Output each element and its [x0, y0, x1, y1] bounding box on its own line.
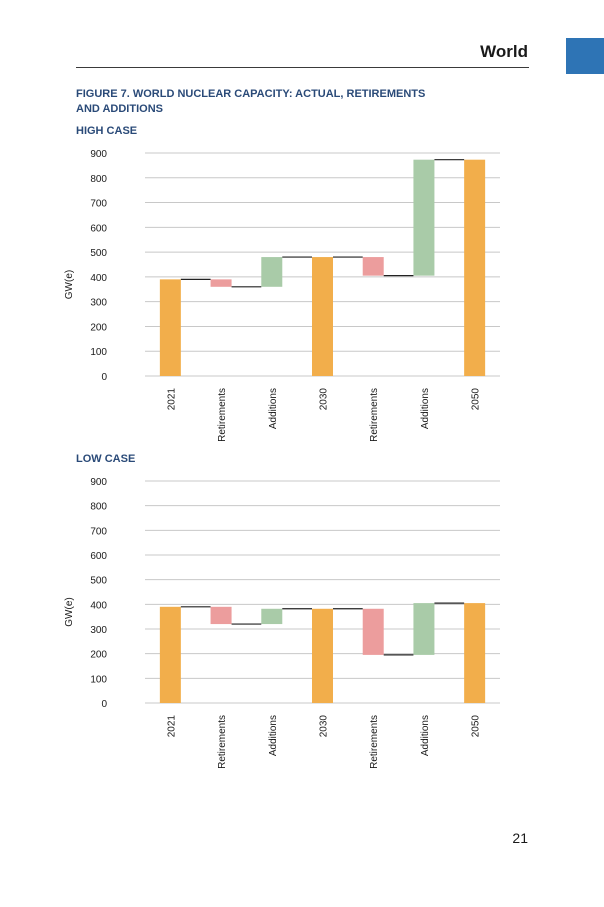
y-tick-label: 900 [90, 477, 107, 488]
y-axis-label: GW(e) [64, 597, 75, 626]
y-tick-label: 100 [90, 674, 107, 685]
x-tick-label: Retirements [369, 715, 380, 769]
y-tick-label: 300 [90, 625, 107, 636]
y-tick-label: 500 [90, 248, 107, 259]
y-tick-label: 600 [90, 551, 107, 562]
y-axis-label: GW(e) [64, 270, 75, 299]
y-tick-label: 100 [90, 347, 107, 358]
bar-retirements [362, 257, 384, 276]
bar-retirements [210, 606, 232, 625]
x-tick-label: Retirements [369, 388, 380, 442]
x-tick-label: 2050 [471, 715, 482, 738]
x-tick-label: Additions [420, 715, 431, 756]
y-tick-label: 700 [90, 199, 107, 210]
y-tick-label: 800 [90, 502, 107, 513]
bar-retirements [362, 608, 384, 655]
bar-additions [413, 159, 435, 276]
x-tick-label: 2021 [166, 388, 177, 411]
section-tab-marker [566, 38, 604, 74]
bar-total [159, 606, 181, 703]
y-tick-label: 800 [90, 174, 107, 185]
bar-additions [261, 257, 283, 287]
x-tick-label: 2021 [166, 715, 177, 738]
bar-additions [413, 603, 435, 655]
bar-total [464, 603, 486, 703]
bar-total [312, 608, 333, 703]
high-case-label: HIGH CASE [76, 125, 138, 137]
y-tick-label: 200 [90, 650, 107, 661]
bar-total [464, 159, 486, 376]
section-title: World [480, 42, 528, 61]
x-tick-label: 2030 [319, 715, 330, 738]
high-case-chart: 0 100 200 300 400 500 600 700 800 900 GW(e) 2021 Ret… [64, 149, 500, 442]
figure-title-line-2: AND ADDITIONS [76, 103, 163, 115]
x-tick-label: 2030 [319, 388, 330, 411]
y-tick-label: 500 [90, 576, 107, 587]
y-tick-label: 400 [90, 600, 107, 611]
bar-total [312, 257, 333, 376]
section-rule [76, 67, 529, 68]
y-tick-label: 900 [90, 149, 107, 160]
x-tick-label: Additions [420, 388, 431, 429]
figure-title: FIGURE 7. WORLD NUCLEAR CAPACITY: ACTUAL… [76, 87, 476, 117]
y-tick-label: 300 [90, 298, 107, 309]
page-number: 21 [512, 830, 528, 846]
y-tick-label: 600 [90, 223, 107, 234]
x-tick-label: 2050 [471, 388, 482, 411]
y-tick-label: 200 [90, 322, 107, 333]
y-tick-label: 0 [101, 372, 107, 383]
x-tick-label: Additions [268, 715, 279, 756]
bar-retirements [210, 279, 232, 287]
figure-title-line-1: FIGURE 7. WORLD NUCLEAR CAPACITY: ACTUAL… [76, 88, 426, 100]
bar-total [159, 279, 181, 376]
y-tick-label: 700 [90, 526, 107, 537]
bar-additions [261, 608, 283, 625]
y-tick-label: 0 [101, 699, 107, 710]
y-tick-label: 400 [90, 273, 107, 284]
low-case-label: LOW CASE [76, 453, 136, 465]
x-tick-label: Additions [268, 388, 279, 429]
low-case-chart: 0 100 200 300 400 500 600 700 800 900 GW(e) 2021 Ret… [64, 477, 500, 769]
x-tick-label: Retirements [217, 388, 228, 442]
x-tick-label: Retirements [217, 715, 228, 769]
